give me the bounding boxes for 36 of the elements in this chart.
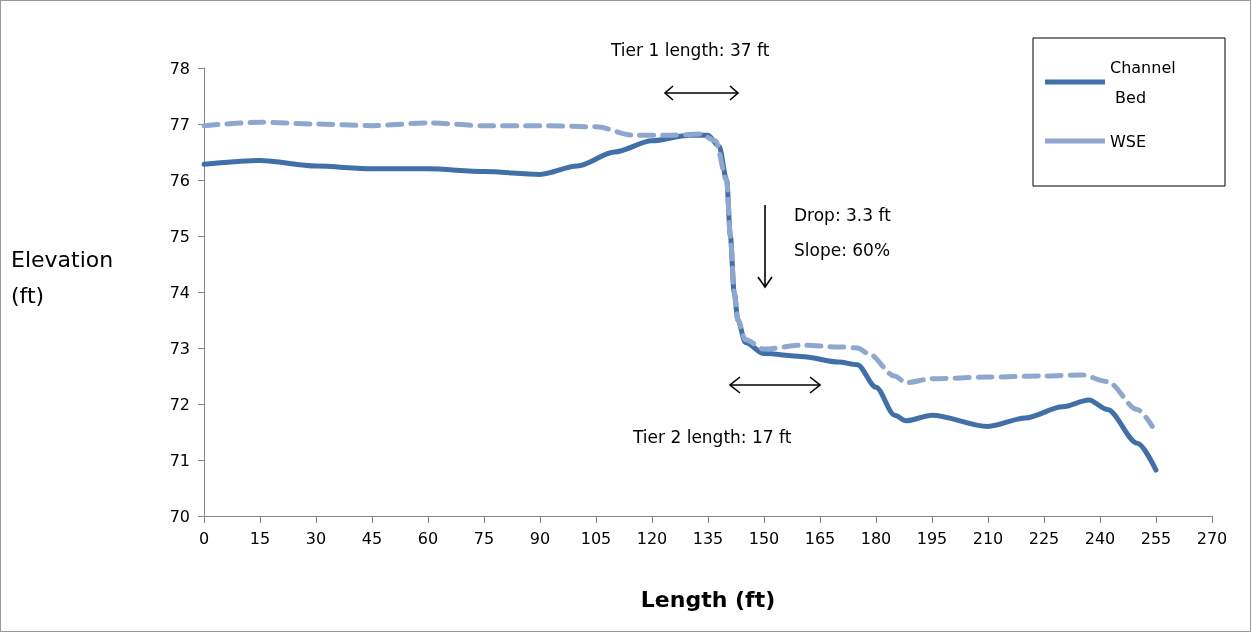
x-tick-label: 105 — [580, 528, 612, 548]
x-axis-title: Length (ft) — [640, 586, 776, 612]
x-tick-label: 45 — [361, 528, 383, 548]
y-tick-label: 77 — [169, 114, 190, 134]
x-tick-label: 60 — [417, 528, 439, 548]
y-tick-label: 76 — [169, 170, 190, 190]
x-tick-label: 225 — [1028, 528, 1060, 548]
x-tick-label: 0 — [198, 528, 210, 548]
legend-label: Channel Bed — [1110, 57, 1176, 107]
x-tick-label: 150 — [748, 528, 780, 548]
y-axis-title: Elevation (ft) — [11, 246, 121, 308]
x-tick-label: 30 — [305, 528, 327, 548]
x-tick-label: 180 — [860, 528, 892, 548]
y-tick-label: 71 — [169, 450, 190, 470]
legend-label: WSE — [1110, 131, 1147, 151]
y-tick-label: 78 — [169, 58, 190, 78]
x-tick-label: 255 — [1140, 528, 1172, 548]
y-tick-label: 74 — [169, 282, 190, 302]
y-tick-label: 70 — [169, 506, 190, 526]
x-tick-label: 240 — [1084, 528, 1116, 548]
x-tick-label: 195 — [916, 528, 948, 548]
x-tick-label: 75 — [473, 528, 495, 548]
text: Tier 1 length: 37 ft — [610, 39, 770, 60]
y-tick-label: 73 — [169, 338, 190, 358]
annotation: Drop: 3.3 ft — [794, 204, 892, 225]
y-tick-label: 72 — [169, 394, 190, 414]
y-tick-label: 75 — [169, 226, 190, 246]
x-tick-label: 15 — [249, 528, 271, 548]
x-tick-label: 165 — [804, 528, 836, 548]
x-tick-label: 120 — [636, 528, 668, 548]
x-tick-label: 270 — [1196, 528, 1228, 548]
x-tick-label: 135 — [692, 528, 724, 548]
x-tick-label: 210 — [972, 528, 1004, 548]
annotation: Tier 2 length: 17 ft — [632, 426, 792, 447]
x-tick-label: 90 — [529, 528, 551, 548]
annotation: Slope: 60% — [794, 239, 891, 260]
